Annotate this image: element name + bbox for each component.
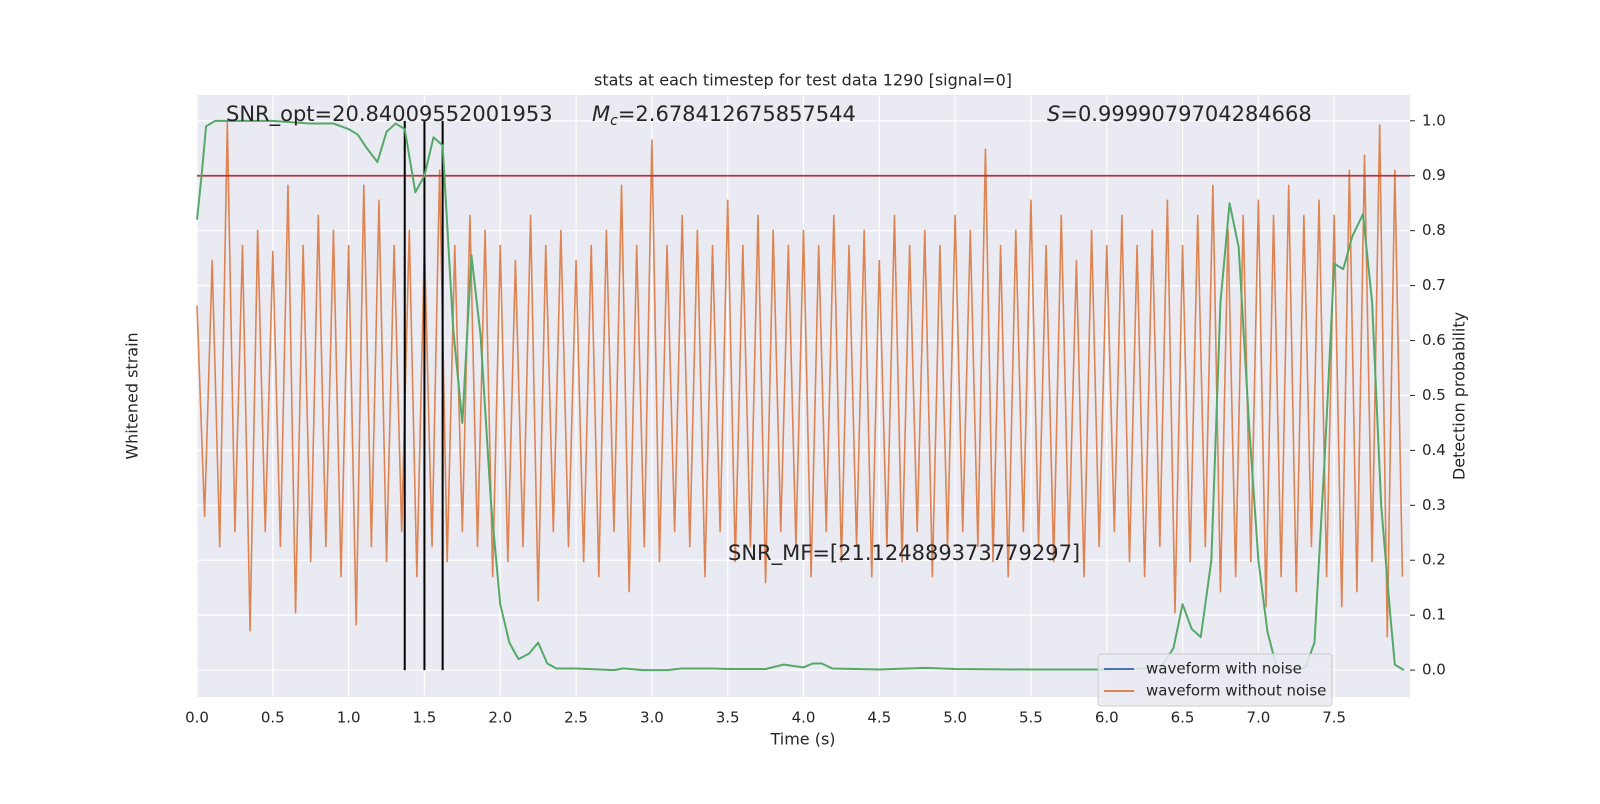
chart-title: stats at each timestep for test data 129… bbox=[594, 71, 1012, 90]
annotation-subscript: c bbox=[610, 113, 618, 129]
y2-tick-label: 0.9 bbox=[1422, 166, 1446, 184]
annotation: SNR_MF=[21.124889373779297] bbox=[728, 541, 1080, 566]
annotation-value: =0.9999079704284668 bbox=[1060, 102, 1311, 126]
x-tick-label: 0.5 bbox=[261, 709, 285, 727]
x-tick-label: 0.0 bbox=[185, 709, 209, 727]
annotation-symbol: S bbox=[1047, 102, 1060, 126]
x-tick-label: 5.5 bbox=[1019, 709, 1043, 727]
series-line bbox=[196, 121, 1404, 638]
legend-label: waveform with noise bbox=[1146, 660, 1302, 678]
x-axis-label: Time (s) bbox=[769, 730, 835, 749]
annotation: S=0.9999079704284668 bbox=[1047, 102, 1312, 126]
x-tick-label: 4.5 bbox=[867, 709, 891, 727]
x-tick-label: 2.0 bbox=[488, 709, 512, 727]
x-tick-label: 5.0 bbox=[943, 709, 967, 727]
x-tick-label: 3.0 bbox=[640, 709, 664, 727]
y2-axis-label: Detection probability bbox=[1450, 312, 1469, 480]
legend-box bbox=[1097, 653, 1333, 707]
y2-tick-label: 0.3 bbox=[1422, 496, 1446, 514]
x-tick-label: 7.5 bbox=[1322, 709, 1346, 727]
y-axis-label: Whitened strain bbox=[123, 332, 142, 459]
x-tick-label: 2.5 bbox=[564, 709, 588, 727]
annotation: Mc=2.678412675857544 bbox=[592, 102, 856, 129]
y2-tick-label: 0.0 bbox=[1422, 661, 1446, 679]
y2-tick-label: 0.5 bbox=[1422, 386, 1446, 404]
legend: waveform with noise waveform without nois… bbox=[1097, 653, 1333, 707]
legend-label: waveform without noise bbox=[1146, 682, 1326, 700]
x-tick-label: 3.5 bbox=[716, 709, 740, 727]
y2-tick-label: 0.4 bbox=[1422, 441, 1446, 459]
y2-tick-label: 0.7 bbox=[1422, 276, 1446, 294]
annotation-symbol: M bbox=[592, 102, 610, 126]
x-tick-label: 4.0 bbox=[792, 709, 816, 727]
annotation: SNR_opt=20.84009552001953 bbox=[226, 102, 553, 127]
y2-tick-label: 1.0 bbox=[1422, 111, 1446, 129]
y2-tick-label: 0.1 bbox=[1422, 606, 1446, 624]
annotation-value: =2.678412675857544 bbox=[618, 102, 856, 126]
x-tick-label: 6.0 bbox=[1095, 709, 1119, 727]
y2-tick-label: 0.6 bbox=[1422, 331, 1446, 349]
labels: stats at each timestep for test data 129… bbox=[123, 71, 1469, 749]
y2-tick-label: 0.8 bbox=[1422, 221, 1446, 239]
y2-tick-label: 0.2 bbox=[1422, 551, 1446, 569]
x-tick-label: 7.0 bbox=[1246, 709, 1270, 727]
x-tick-label: 1.5 bbox=[413, 709, 437, 727]
x-tick-label: 1.0 bbox=[337, 709, 361, 727]
x-tick-label: 6.5 bbox=[1171, 709, 1195, 727]
